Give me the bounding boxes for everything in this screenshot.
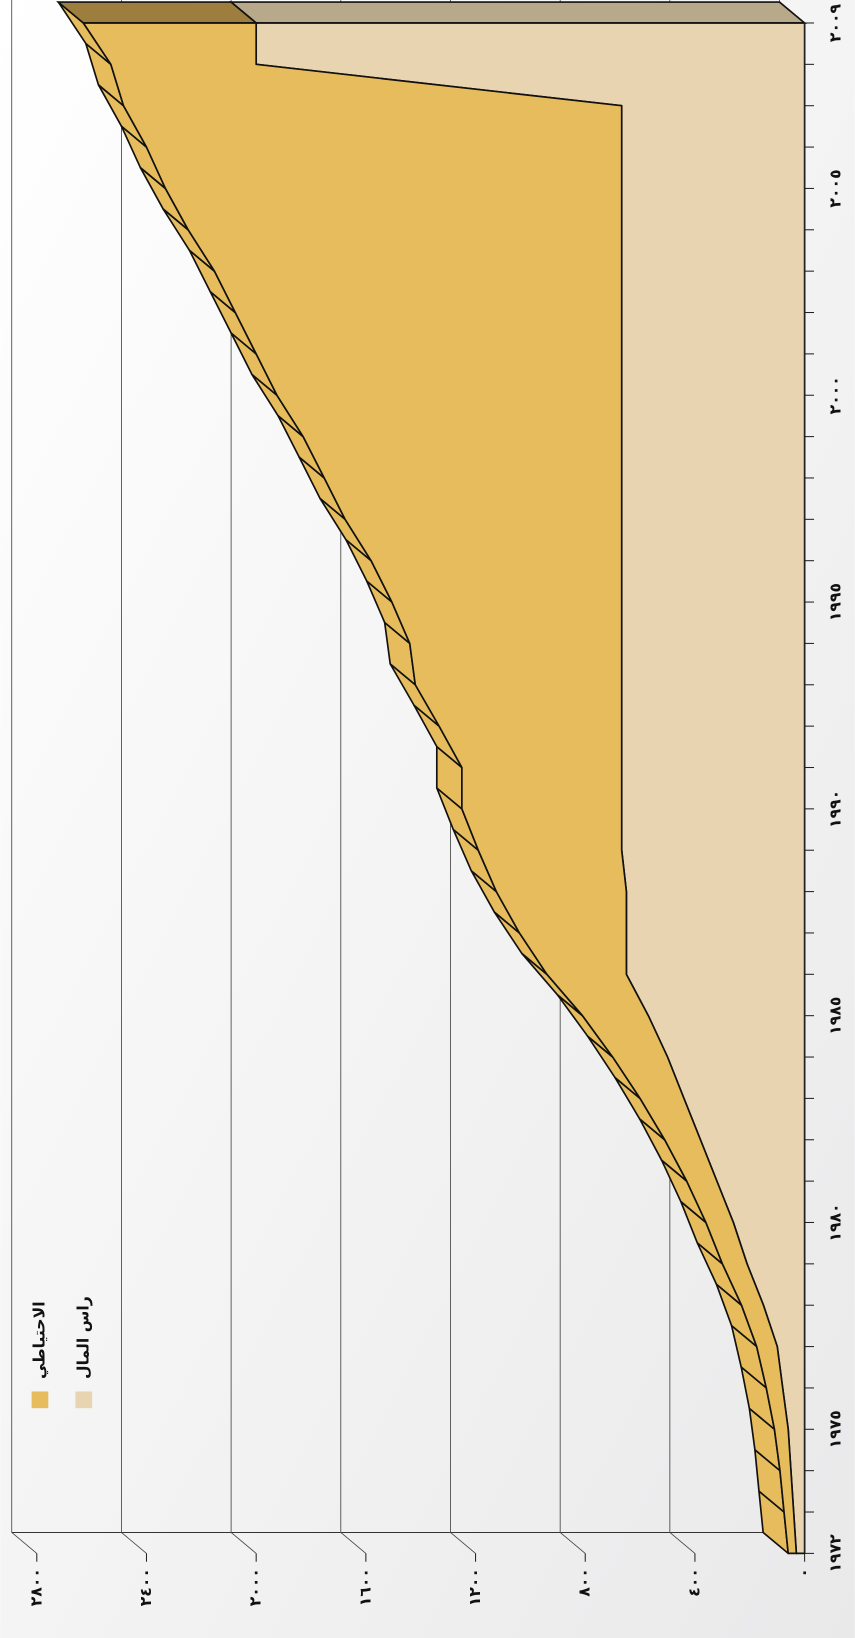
y-tick-label: ٠ bbox=[794, 1568, 813, 1578]
y-tick-label: ٢٠٠٠ bbox=[246, 1568, 265, 1606]
y-tick-label: ٨٠٠ bbox=[575, 1568, 594, 1597]
x-tick-label: ١٩٩٠ bbox=[825, 790, 844, 828]
area-end-face bbox=[58, 2, 256, 23]
x-tick-label: ٢٠٠٠ bbox=[825, 376, 844, 414]
x-tick-label: ١٩٧٢ bbox=[825, 1534, 844, 1573]
legend-swatch bbox=[75, 1391, 92, 1408]
area-end-face bbox=[231, 2, 805, 23]
y-tick-label: ٤٠٠ bbox=[684, 1568, 703, 1597]
legend-label: الاحتياطي bbox=[29, 1301, 49, 1379]
x-tick-label: ٢٠٠٥ bbox=[825, 169, 844, 207]
y-tick-label: ٢٨٠٠ bbox=[26, 1568, 45, 1606]
y-tick-label: ١٢٠٠ bbox=[465, 1568, 484, 1606]
chart: ٠ ٤٠٠ ٨٠٠ ١٢٠٠ ١٦٠٠ ٢٠٠٠ ٢٤٠٠ ٢٨٠٠ ١٩٧٢ ١٩٧٥ ١٩٨٠ ١… bbox=[0, 0, 855, 1638]
y-tick-label: ٢٤٠٠ bbox=[136, 1568, 155, 1606]
legend-swatch bbox=[32, 1391, 49, 1408]
legend-label: راس المال bbox=[73, 1296, 92, 1379]
x-tick-label: ١٩٩٥ bbox=[825, 583, 844, 621]
y-tick-label: ١٦٠٠ bbox=[355, 1568, 374, 1606]
x-tick-label: ١٩٨٥ bbox=[825, 997, 844, 1035]
x-tick-label: ١٩٧٥ bbox=[825, 1410, 844, 1448]
x-tick-label: ٢٠٠٩ bbox=[825, 3, 844, 42]
x-tick-label: ١٩٨٠ bbox=[825, 1203, 844, 1241]
